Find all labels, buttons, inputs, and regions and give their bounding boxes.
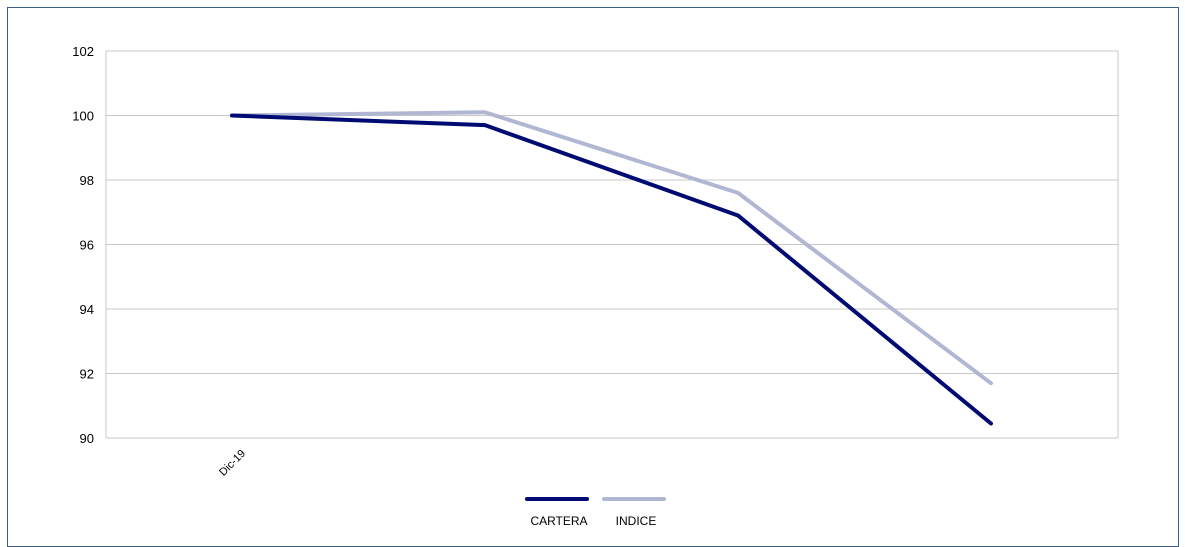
gridlines [106, 50, 1118, 439]
y-tick-label: 90 [80, 431, 94, 446]
series-line-cartera [230, 113, 993, 426]
x-tick-label: Dic-19 [217, 448, 248, 479]
y-tick-label: 96 [80, 238, 94, 253]
y-tick-label: 102 [72, 44, 94, 59]
axes [105, 51, 1119, 438]
legend-item-indice: INDICE [602, 497, 666, 528]
legend-label: CARTERA [530, 514, 587, 528]
series-line-indice [230, 110, 993, 386]
legend-item-cartera: CARTERA [525, 497, 589, 528]
y-tick-label: 92 [80, 367, 94, 382]
series-lines [230, 110, 993, 426]
x-axis-ticks: Dic-19 [217, 448, 248, 479]
y-tick-label: 100 [72, 109, 94, 124]
y-tick-label: 98 [80, 173, 94, 188]
legend-label: INDICE [616, 514, 657, 528]
y-axis-ticks: 90 92 94 96 98 100 102 [72, 44, 94, 446]
chart-frame [7, 7, 1179, 547]
y-tick-label: 94 [80, 302, 94, 317]
legend: CARTERA INDICE [525, 497, 666, 528]
